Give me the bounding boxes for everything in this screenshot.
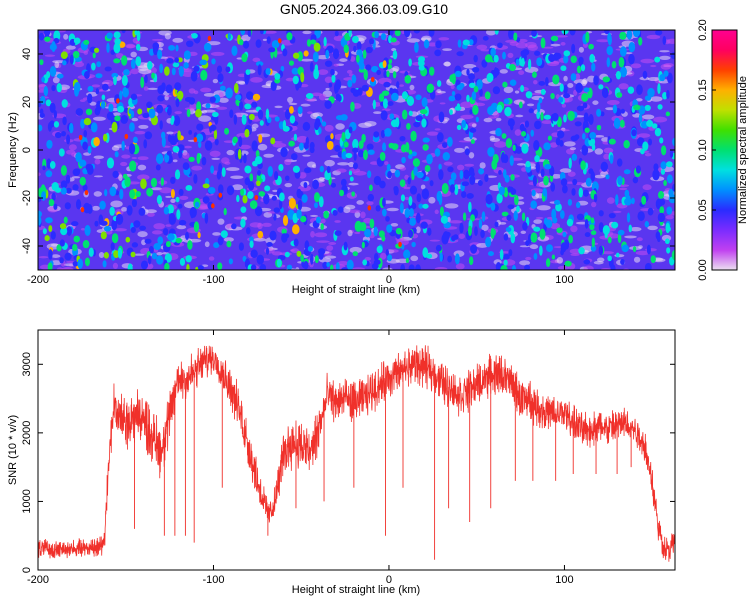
- colorbar-tick-label: 0.15: [697, 79, 709, 100]
- snr-y-ticks: 0 1000 2000 3000: [21, 352, 675, 573]
- snr-x-label: Height of straight line (km): [292, 584, 420, 596]
- snr-panel: -200 -100 0 100 0 1000 2000 3000 Height of str…: [7, 329, 676, 596]
- spectrogram-x-tick-label: -200: [27, 274, 49, 286]
- snr-series-line: [38, 345, 675, 562]
- snr-x-tick-label: -100: [202, 574, 224, 586]
- snr-frame: [37, 329, 676, 571]
- snr-y-tick-label: 2000: [21, 421, 33, 445]
- snr-y-tick-label: 1000: [21, 489, 33, 513]
- spectrogram-y-tick-label: -40: [21, 238, 33, 254]
- colorbar-tick-label: 0.20: [697, 19, 709, 40]
- snr-x-ticks: -200 -100 0 100: [27, 330, 574, 586]
- spectrogram-y-tick-label: 20: [21, 96, 33, 108]
- spectrogram-y-tick-label: -20: [21, 190, 33, 206]
- snr-plot-background: [38, 330, 675, 570]
- spectrogram-x-label: Height of straight line (km): [292, 284, 420, 296]
- spectrogram-x-tick-label: 0: [386, 274, 392, 286]
- colorbar-label: Normalized spectral amplitude: [737, 76, 749, 224]
- colorbar-tick-label: 0.00: [697, 259, 709, 280]
- colorbar: 0.00 0.05 0.10 0.15 0.20 Normalized spectral…: [697, 19, 749, 280]
- snr-x-tick-label: 100: [555, 574, 573, 586]
- spectrogram-image: [38, 30, 675, 270]
- snr-x-tick-label: -200: [27, 574, 49, 586]
- snr-y-tick-label: 3000: [21, 352, 33, 376]
- spectrogram-y-label: Frequency (Hz): [7, 112, 19, 188]
- colorbar-tick-label: 0.10: [697, 139, 709, 160]
- spectrogram-y-tick-label: 40: [21, 48, 33, 60]
- snr-y-label: SNR (10 * v/v): [7, 415, 19, 485]
- colorbar-ticks: 0.00 0.05 0.10 0.15 0.20: [697, 19, 716, 281]
- figure-title: GN05.2024.366.03.09.G10: [280, 1, 448, 17]
- snr-dropouts: [134, 370, 632, 560]
- snr-y-tick-label: 0: [21, 567, 33, 573]
- spectrogram-y-ticks: -40 -20 0 20 40: [21, 48, 675, 254]
- spectrogram-y-tick-label: 0: [21, 147, 33, 153]
- colorbar-tick-label: 0.05: [697, 199, 709, 220]
- spectrogram-x-tick-label: -100: [202, 274, 224, 286]
- snr-x-tick-label: 0: [386, 574, 392, 586]
- spectrogram-x-ticks: -200 -100 0 100: [27, 30, 574, 286]
- spectrogram-x-tick-label: 100: [555, 274, 573, 286]
